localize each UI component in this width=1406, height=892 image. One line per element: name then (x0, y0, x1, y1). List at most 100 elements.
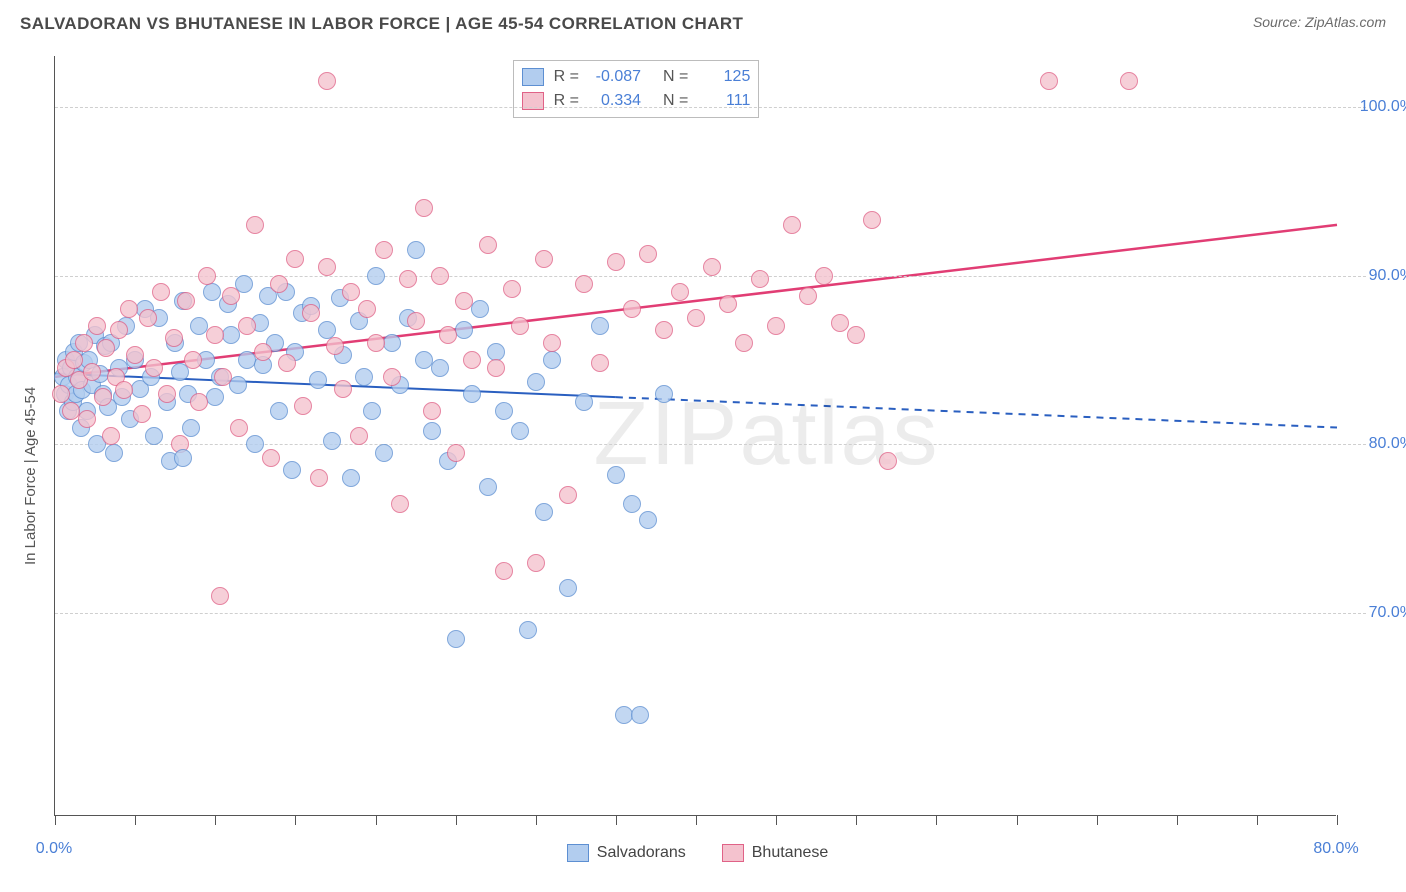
scatter-point-bhutanese (318, 258, 336, 276)
scatter-point-bhutanese (815, 267, 833, 285)
scatter-point-bhutanese (145, 359, 163, 377)
scatter-point-bhutanese (783, 216, 801, 234)
scatter-point-bhutanese (278, 354, 296, 372)
scatter-point-salvadorans (105, 444, 123, 462)
scatter-point-salvadorans (206, 388, 224, 406)
scatter-point-salvadorans (145, 427, 163, 445)
scatter-point-bhutanese (94, 388, 112, 406)
legend-label: Bhutanese (752, 844, 829, 862)
scatter-point-bhutanese (126, 346, 144, 364)
scatter-point-bhutanese (799, 287, 817, 305)
scatter-point-salvadorans (511, 422, 529, 440)
scatter-point-salvadorans (495, 402, 513, 420)
scatter-point-bhutanese (190, 393, 208, 411)
gridline-h (55, 107, 1366, 108)
scatter-point-bhutanese (358, 300, 376, 318)
legend-swatch (567, 844, 589, 862)
y-tick-label: 80.0% (1369, 435, 1406, 453)
scatter-point-bhutanese (607, 253, 625, 271)
scatter-point-salvadorans (367, 267, 385, 285)
scatter-point-bhutanese (120, 300, 138, 318)
scatter-point-bhutanese (503, 280, 521, 298)
scatter-point-bhutanese (294, 397, 312, 415)
scatter-point-bhutanese (591, 354, 609, 372)
scatter-point-bhutanese (511, 317, 529, 335)
x-tick-label: 0.0% (36, 840, 72, 858)
scatter-point-bhutanese (97, 339, 115, 357)
chart-title: SALVADORAN VS BHUTANESE IN LABOR FORCE |… (20, 14, 743, 34)
scatter-point-bhutanese (83, 363, 101, 381)
scatter-point-bhutanese (575, 275, 593, 293)
stat-value-r: 0.334 (589, 89, 641, 113)
scatter-point-bhutanese (206, 326, 224, 344)
scatter-point-salvadorans (631, 706, 649, 724)
scatter-point-bhutanese (543, 334, 561, 352)
scatter-point-bhutanese (399, 270, 417, 288)
x-tick-label: 80.0% (1313, 840, 1358, 858)
stat-label-n: N = (663, 65, 688, 89)
legend-swatch (522, 68, 544, 86)
scatter-point-salvadorans (639, 511, 657, 529)
x-tick-mark (856, 815, 857, 825)
scatter-point-bhutanese (703, 258, 721, 276)
scatter-point-bhutanese (334, 380, 352, 398)
x-tick-mark (215, 815, 216, 825)
stat-value-n: 125 (698, 65, 750, 89)
scatter-point-salvadorans (383, 334, 401, 352)
scatter-point-bhutanese (198, 267, 216, 285)
stats-row-bhutanese: R =0.334 N =111 (522, 89, 751, 113)
scatter-point-bhutanese (152, 283, 170, 301)
scatter-point-salvadorans (591, 317, 609, 335)
scatter-point-bhutanese (751, 270, 769, 288)
x-tick-mark (456, 815, 457, 825)
scatter-point-bhutanese (671, 283, 689, 301)
scatter-point-bhutanese (431, 267, 449, 285)
scatter-point-bhutanese (110, 321, 128, 339)
scatter-point-bhutanese (439, 326, 457, 344)
stat-label-n: N = (663, 89, 688, 113)
scatter-point-bhutanese (495, 562, 513, 580)
scatter-point-bhutanese (222, 287, 240, 305)
scatter-point-bhutanese (527, 554, 545, 572)
legend-label: Salvadorans (597, 844, 686, 862)
x-tick-mark (1017, 815, 1018, 825)
scatter-point-salvadorans (471, 300, 489, 318)
scatter-point-bhutanese (102, 427, 120, 445)
scatter-point-bhutanese (158, 385, 176, 403)
scatter-point-salvadorans (607, 466, 625, 484)
x-tick-mark (1337, 815, 1338, 825)
scatter-point-bhutanese (535, 250, 553, 268)
watermark: ZIPatlas (593, 383, 939, 486)
scatter-point-salvadorans (575, 393, 593, 411)
chart-header: SALVADORAN VS BHUTANESE IN LABOR FORCE |… (0, 0, 1406, 48)
scatter-point-bhutanese (767, 317, 785, 335)
scatter-point-salvadorans (487, 343, 505, 361)
source-label: Source: (1253, 14, 1305, 30)
scatter-point-salvadorans (455, 321, 473, 339)
scatter-point-salvadorans (407, 241, 425, 259)
scatter-point-bhutanese (687, 309, 705, 327)
stat-value-r: -0.087 (589, 65, 641, 89)
x-tick-mark (616, 815, 617, 825)
scatter-point-salvadorans (309, 371, 327, 389)
scatter-point-bhutanese (75, 334, 93, 352)
stat-label-r: R = (554, 65, 579, 89)
scatter-point-bhutanese (318, 72, 336, 90)
scatter-point-salvadorans (174, 449, 192, 467)
scatter-point-salvadorans (246, 435, 264, 453)
scatter-point-bhutanese (326, 337, 344, 355)
scatter-point-bhutanese (184, 351, 202, 369)
scatter-point-bhutanese (342, 283, 360, 301)
scatter-point-salvadorans (447, 630, 465, 648)
source-name: ZipAtlas.com (1305, 14, 1386, 30)
stats-row-salvadorans: R = -0.087 N = 125 (522, 65, 751, 89)
scatter-point-salvadorans (203, 283, 221, 301)
scatter-point-salvadorans (543, 351, 561, 369)
scatter-point-bhutanese (286, 250, 304, 268)
scatter-point-salvadorans (519, 621, 537, 639)
scatter-point-bhutanese (479, 236, 497, 254)
series-legend: Salvadorans Bhutanese (567, 844, 828, 862)
scatter-point-bhutanese (1040, 72, 1058, 90)
scatter-point-bhutanese (391, 495, 409, 513)
x-tick-mark (776, 815, 777, 825)
